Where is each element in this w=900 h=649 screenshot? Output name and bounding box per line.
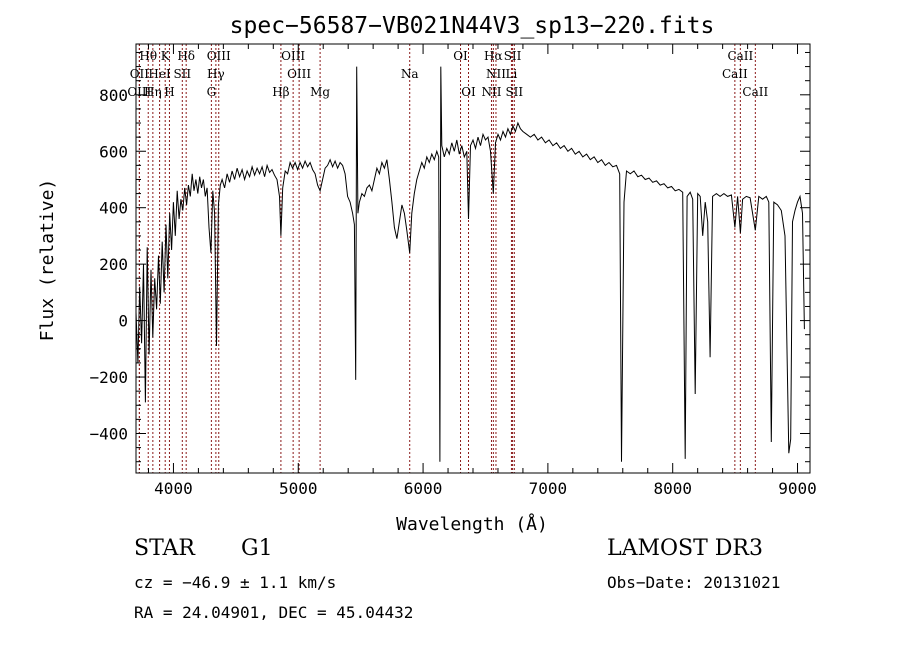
y-axis-label: Flux (relative) (37, 179, 58, 342)
spectral-line-label: Hδ (177, 49, 195, 63)
x-tick-label: 5000 (279, 479, 318, 498)
spectral-line-label: Li (506, 67, 518, 81)
spectral-line-label: Hα (484, 49, 503, 63)
observation-date: Obs−Date: 20131021 (607, 573, 781, 592)
y-tick-label: 200 (99, 255, 128, 274)
spectral-line-label: NII (486, 67, 506, 81)
x-tick-label: 9000 (778, 479, 817, 498)
spectral-line-label: OIII (127, 85, 151, 99)
spectrum-line (135, 66, 805, 462)
survey-name: LAMOST DR3 (607, 536, 763, 561)
plot-frame (135, 43, 811, 474)
spectral-line-label: Hβ (272, 85, 289, 99)
spectral-line-label: Mg (310, 85, 330, 99)
x-axis: 4000 5000 6000 7000 8000 9000 (147, 44, 817, 498)
coordinates: RA = 24.04901, DEC = 45.04432 (134, 603, 414, 622)
object-subclass: G1 (241, 536, 273, 561)
y-tick-label: 400 (99, 199, 128, 218)
redshift-velocity: cz = −46.9 ± 1.1 km/s (134, 573, 337, 592)
y-tick-label: 0 (118, 312, 128, 331)
spectral-line-label: CaII (742, 85, 768, 99)
spectral-line-label: G (207, 85, 217, 99)
spectral-line-label: OI (461, 85, 476, 99)
y-tick-label: −400 (89, 424, 128, 443)
spectral-line-label: OIII (281, 49, 305, 63)
spectral-line-label: SII (173, 67, 191, 81)
spectral-line-label: HeI (148, 67, 171, 81)
spectral-line-label: Hγ (207, 67, 225, 81)
spectral-line-label: K (161, 49, 171, 63)
spectral-line-label: Na (401, 67, 419, 81)
x-tick-label: 4000 (154, 479, 193, 498)
spectral-line-label: Hη (144, 85, 162, 99)
y-tick-label: −200 (89, 368, 128, 387)
y-tick-label: 600 (99, 142, 128, 161)
y-axis: −400 −200 0 200 400 600 800 (89, 51, 810, 463)
chart-title: spec−56587−VB021N44V3_sp13−220.fits (230, 13, 715, 39)
x-tick-label: 6000 (404, 479, 443, 498)
x-tick-label: 7000 (529, 479, 568, 498)
spectral-line-label: OIII (287, 67, 311, 81)
spectral-line-label: OI (453, 49, 468, 63)
spectral-line-markers (138, 44, 756, 473)
spectral-line-label: CaII (727, 49, 753, 63)
spectral-line-label: H (164, 85, 174, 99)
y-tick-label: 800 (99, 86, 128, 105)
spectral-line-label: OIII (207, 49, 231, 63)
x-tick-label: 8000 (653, 479, 692, 498)
spectral-line-label: SII (505, 85, 523, 99)
x-axis-label: Wavelength (Å) (396, 513, 548, 535)
object-class: STAR (134, 536, 195, 561)
spectral-line-label: Hθ (139, 49, 157, 63)
spectral-line-label: NII (481, 85, 501, 99)
spectral-line-label: SII (504, 49, 522, 63)
spectral-line-label: CaII (722, 67, 748, 81)
spectral-line-label: OII (130, 67, 150, 81)
